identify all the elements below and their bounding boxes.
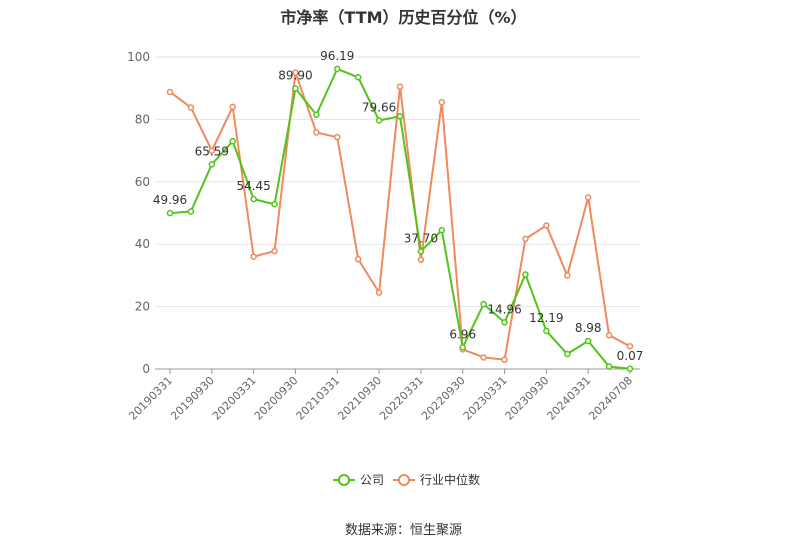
x-tick-label: 20190331 bbox=[126, 374, 175, 423]
data-point bbox=[271, 247, 278, 255]
data-point bbox=[605, 363, 613, 370]
data-point bbox=[229, 103, 236, 111]
data-point bbox=[459, 344, 466, 351]
x-tick-label: 20220331 bbox=[377, 374, 426, 423]
data-label: 54.45 bbox=[236, 179, 270, 193]
y-tick-label: 0 bbox=[142, 362, 150, 376]
data-point bbox=[166, 88, 174, 96]
data-point bbox=[334, 133, 341, 141]
x-tick-label: 20240708 bbox=[586, 374, 635, 423]
data-point bbox=[229, 137, 236, 145]
legend-label: 公司 bbox=[360, 473, 384, 487]
x-tick-label: 20240331 bbox=[545, 374, 594, 423]
data-point bbox=[438, 98, 446, 106]
data-label: 96.19 bbox=[320, 49, 354, 63]
data-point bbox=[522, 271, 529, 278]
data-point bbox=[564, 272, 571, 279]
data-point bbox=[480, 300, 487, 308]
data-point bbox=[166, 209, 174, 217]
data-label: 49.96 bbox=[153, 193, 187, 207]
data-label: 89.90 bbox=[278, 69, 312, 83]
legend-marker bbox=[338, 474, 350, 486]
data-point bbox=[271, 201, 278, 208]
y-tick-label: 80 bbox=[135, 112, 150, 126]
x-tick-label: 20190930 bbox=[168, 374, 217, 423]
x-tick-label: 20210331 bbox=[294, 374, 343, 423]
data-point bbox=[375, 117, 383, 124]
data-point bbox=[313, 111, 320, 118]
data-point bbox=[354, 255, 362, 263]
data-label: 37.70 bbox=[404, 231, 438, 245]
data-label: 8.98 bbox=[575, 321, 602, 335]
data-label: 65.59 bbox=[195, 144, 229, 158]
data-point bbox=[605, 332, 613, 339]
data-point bbox=[584, 194, 592, 201]
data-point bbox=[564, 350, 571, 358]
data-point bbox=[501, 319, 508, 326]
x-tick-label: 20210930 bbox=[335, 374, 384, 423]
x-tick-label: 20230331 bbox=[461, 374, 510, 423]
y-tick-label: 60 bbox=[135, 175, 150, 189]
data-point bbox=[543, 222, 550, 229]
legend-marker bbox=[398, 474, 410, 486]
data-point bbox=[480, 354, 487, 361]
data-point bbox=[313, 129, 320, 136]
data-label: 14.96 bbox=[487, 302, 521, 316]
x-tick-label: 20230930 bbox=[503, 374, 552, 423]
data-point bbox=[438, 226, 446, 234]
data-point bbox=[292, 69, 299, 76]
data-point bbox=[187, 104, 195, 111]
y-tick-label: 20 bbox=[135, 300, 150, 314]
data-label: 79.66 bbox=[362, 100, 396, 114]
data-point bbox=[250, 253, 257, 260]
data-point bbox=[501, 356, 508, 363]
data-label: 12.19 bbox=[529, 311, 563, 325]
legend-label: 行业中位数 bbox=[420, 472, 480, 487]
data-point bbox=[543, 327, 550, 335]
data-point bbox=[626, 342, 634, 350]
data-point bbox=[396, 113, 404, 120]
data-point bbox=[187, 208, 195, 215]
legend-item: 行业中位数 bbox=[393, 472, 480, 487]
data-point bbox=[375, 289, 383, 296]
data-point bbox=[626, 365, 634, 373]
data-point bbox=[417, 248, 425, 255]
data-point bbox=[250, 195, 257, 203]
data-point bbox=[584, 337, 592, 345]
data-point bbox=[354, 74, 362, 81]
legend-item: 公司 bbox=[333, 473, 384, 487]
x-tick-label: 20200930 bbox=[252, 374, 301, 423]
chart-title: 市净率（TTM）历史百分位（%） bbox=[280, 8, 527, 27]
data-point bbox=[208, 161, 216, 168]
data-point bbox=[334, 65, 341, 73]
data-label: 6.96 bbox=[449, 327, 476, 341]
y-tick-label: 100 bbox=[127, 50, 150, 64]
x-tick-label: 20220930 bbox=[419, 374, 468, 423]
data-point bbox=[396, 83, 404, 90]
data-point bbox=[522, 235, 529, 243]
y-tick-label: 40 bbox=[135, 237, 150, 251]
data-point bbox=[292, 85, 299, 92]
data-label: 0.07 bbox=[617, 349, 644, 363]
data-source: 数据来源：恒生聚源 bbox=[344, 523, 462, 538]
data-point bbox=[208, 147, 216, 154]
x-tick-label: 20200331 bbox=[210, 374, 259, 423]
data-point bbox=[417, 256, 425, 264]
